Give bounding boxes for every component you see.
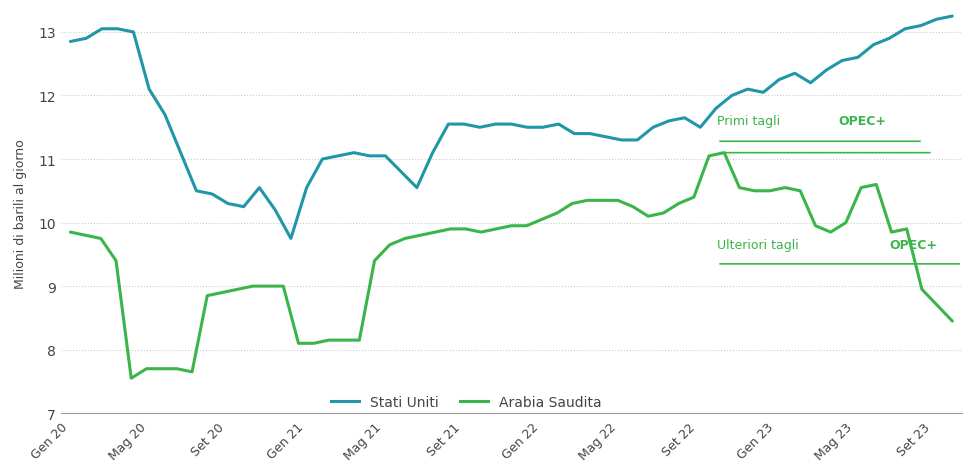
Text: OPEC+: OPEC+ — [889, 238, 938, 252]
Text: OPEC+: OPEC+ — [838, 115, 886, 128]
Legend: Stati Uniti, Arabia Saudita: Stati Uniti, Arabia Saudita — [326, 389, 607, 415]
Text: Primi tagli: Primi tagli — [717, 115, 785, 128]
Text: Ulteriori tagli: Ulteriori tagli — [717, 238, 803, 252]
Y-axis label: Milioni di barili al giorno: Milioni di barili al giorno — [14, 139, 27, 288]
